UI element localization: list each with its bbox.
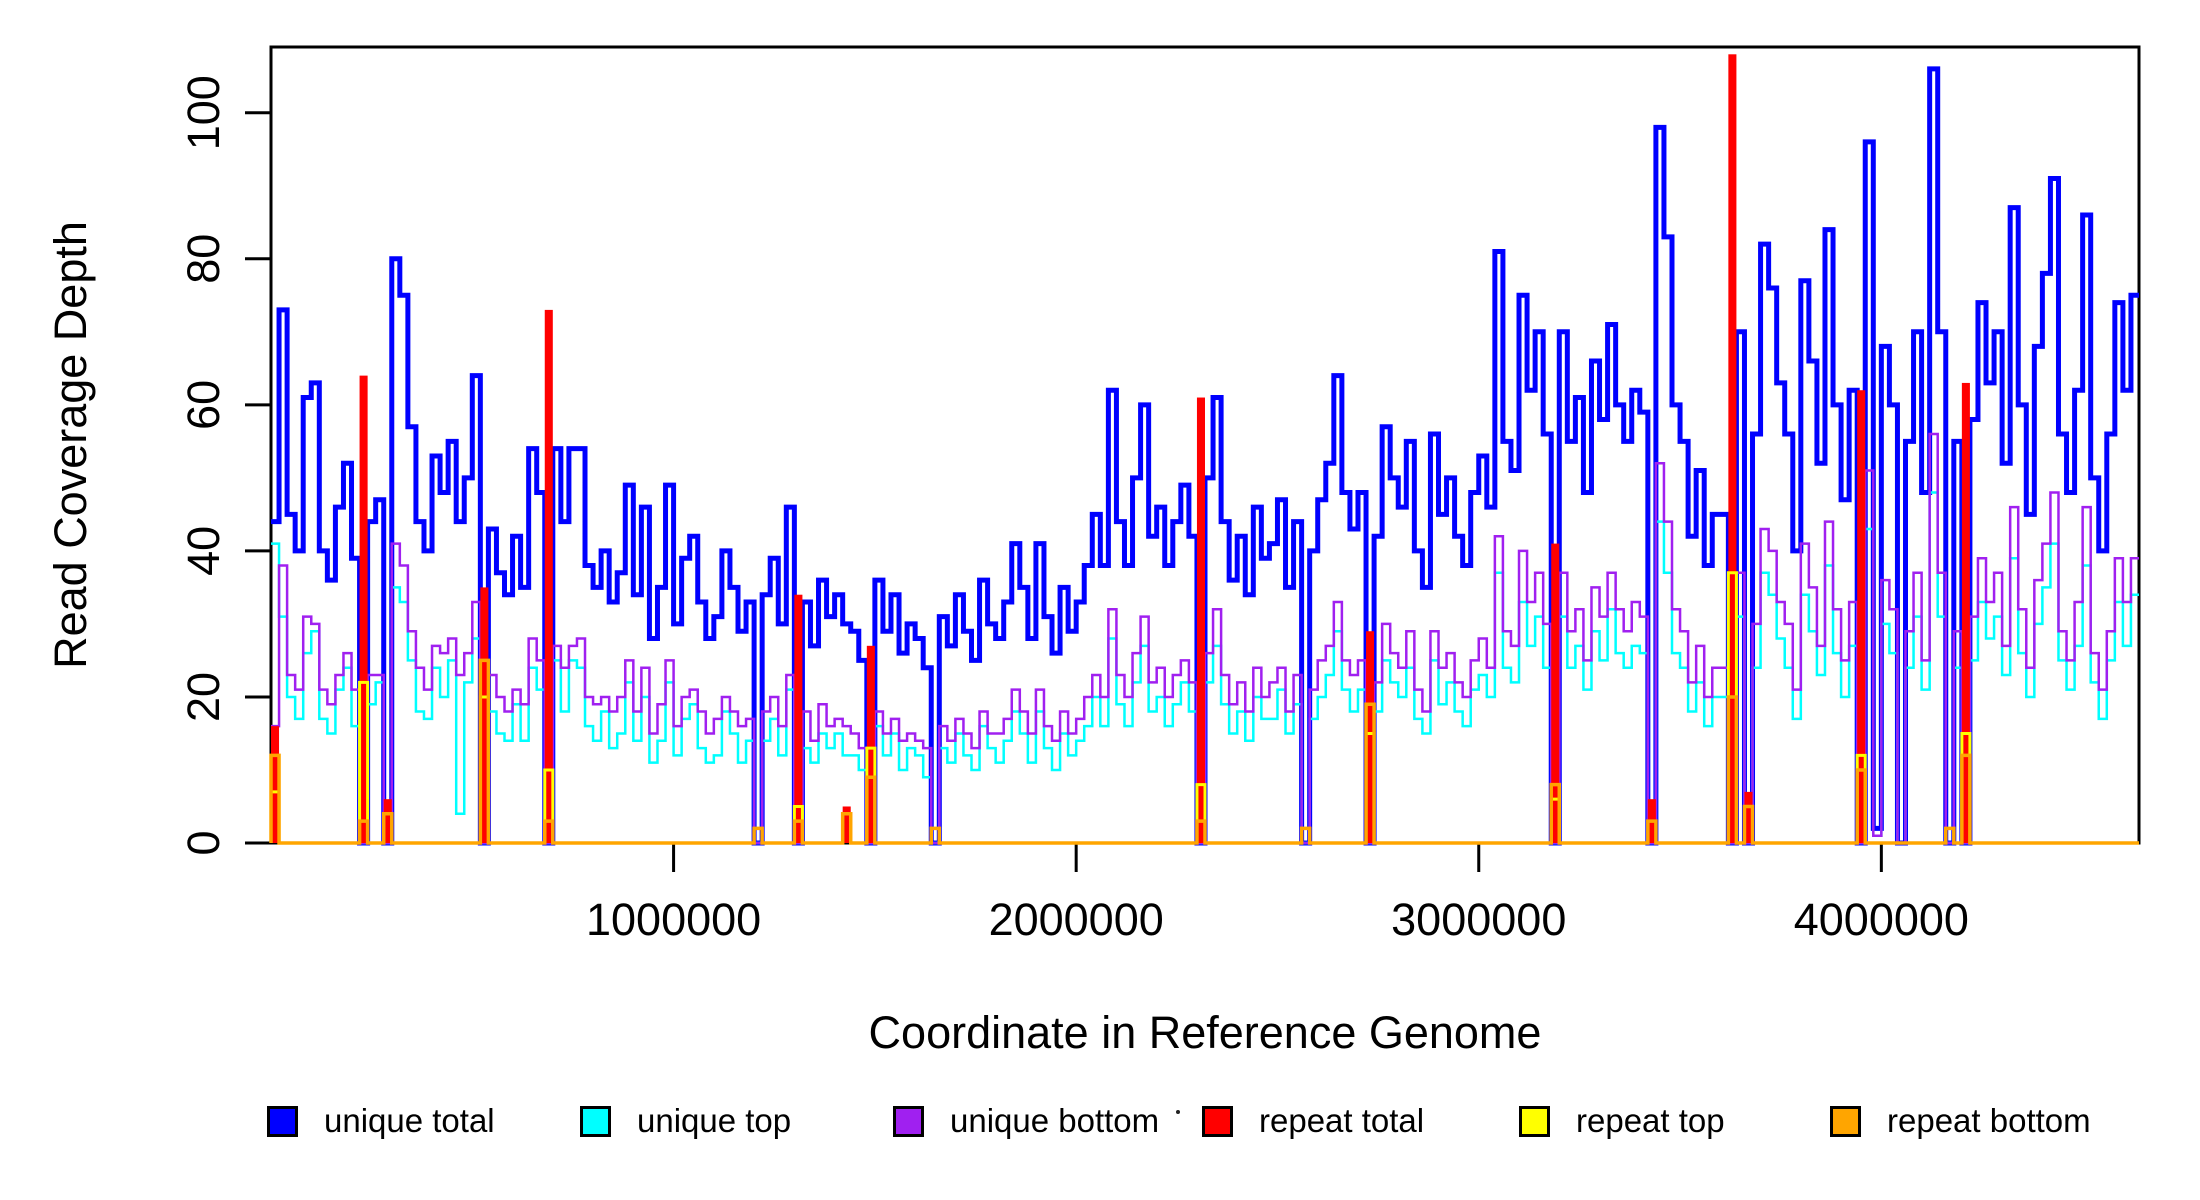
legend-label-unique-total: unique total xyxy=(324,1102,495,1139)
series-repeat-total-spike xyxy=(383,799,392,843)
series-repeat-total-spike xyxy=(1551,543,1560,843)
series-layer xyxy=(269,54,2139,846)
x-axis-title: Coordinate in Reference Genome xyxy=(869,1007,1542,1058)
legend-item-repeat-total: repeat total xyxy=(1202,1095,1424,1147)
series-repeat-total-spike xyxy=(544,309,553,844)
series-repeat-total-spike xyxy=(1366,631,1375,843)
plot-svg: 0 20 40 60 80 100 1000000 2000000 3000000 4000000… xyxy=(45,45,2141,1058)
legend-label-repeat-bottom: repeat bottom xyxy=(1887,1102,2091,1139)
legend-label-unique-bottom: unique bottom xyxy=(950,1102,1160,1139)
y-tick-label: 40 xyxy=(178,526,229,576)
series-repeat-total-spike xyxy=(1728,54,1737,844)
legend-label-unique-top: unique top xyxy=(637,1102,792,1139)
series-repeat-top-spikes xyxy=(269,571,1972,843)
series-repeat-total-spike xyxy=(271,726,280,843)
y-tick-label: 20 xyxy=(178,672,229,722)
y-tick-label: 60 xyxy=(178,380,229,430)
legend-swatch-unique-bottom xyxy=(893,1105,924,1137)
legend-item-unique-total: unique total xyxy=(267,1095,495,1147)
y-tick-label: 0 xyxy=(178,830,229,855)
series-repeat-total-spike xyxy=(359,375,368,843)
x-tick-label: 4000000 xyxy=(1794,894,1969,945)
legend-item-unique-top: unique top xyxy=(580,1095,791,1147)
legend-swatch-repeat-bottom xyxy=(1830,1105,1861,1137)
series-repeat-total-spike xyxy=(1857,390,1866,843)
x-tick-label: 1000000 xyxy=(586,894,761,945)
legend-swatch-repeat-top xyxy=(1519,1105,1550,1137)
legend-label-repeat-total: repeat total xyxy=(1259,1102,1425,1139)
legend: unique total unique top unique bottom repea… xyxy=(0,1095,2200,1155)
legend-swatch-repeat-total xyxy=(1202,1105,1233,1137)
series-repeat-total-spike xyxy=(842,806,851,843)
legend-item-repeat-bottom: repeat bottom xyxy=(1830,1095,2091,1147)
series-repeat-bottom-line xyxy=(269,658,2139,845)
axes-layer: 0 20 40 60 80 100 1000000 2000000 3000000 4000000 xyxy=(178,45,2141,945)
series-repeat-total-spike xyxy=(1196,397,1205,843)
series-repeat-total-spike xyxy=(1744,791,1753,843)
legend-label-repeat-top: repeat top xyxy=(1576,1102,1725,1139)
series-repeat-total-spike xyxy=(794,594,803,843)
series-repeat-total-spike xyxy=(866,645,875,843)
x-tick-label: 3000000 xyxy=(1391,894,1566,945)
y-tick-label: 100 xyxy=(178,75,229,150)
legend-item-repeat-top: repeat top xyxy=(1519,1095,1725,1147)
y-tick-label: 80 xyxy=(178,234,229,284)
legend-item-unique-bottom: unique bottom xyxy=(893,1095,1159,1147)
series-repeat-total-spike xyxy=(480,587,489,843)
legend-artifact-dot xyxy=(1176,1110,1180,1114)
series-repeat-total-spike xyxy=(1961,382,1970,843)
y-axis-title: Read Coverage Depth xyxy=(45,221,96,669)
legend-swatch-unique-top xyxy=(580,1105,611,1137)
x-tick-label: 2000000 xyxy=(989,894,1164,945)
legend-swatch-unique-total xyxy=(267,1105,298,1137)
